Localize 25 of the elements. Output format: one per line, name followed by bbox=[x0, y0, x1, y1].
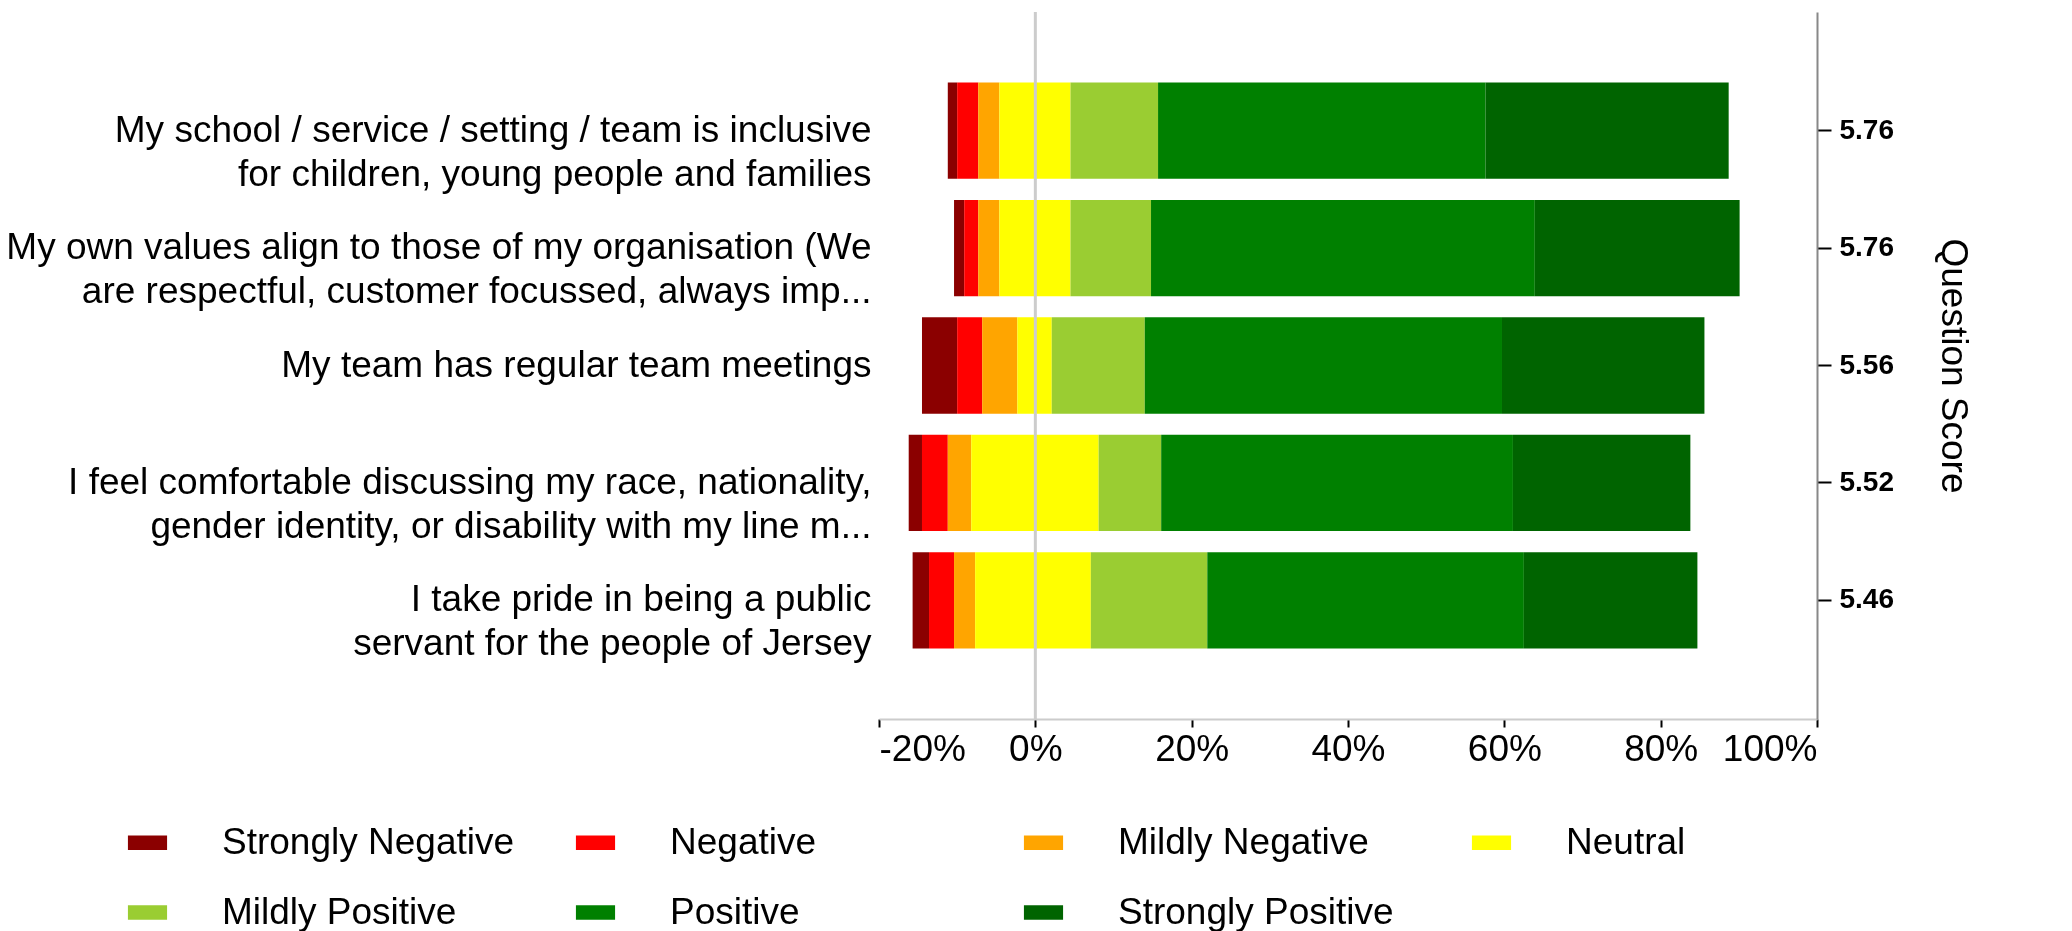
x-tick-label: 40% bbox=[1311, 727, 1386, 769]
x-tick-label: 100% bbox=[1722, 727, 1818, 769]
legend-label: Positive bbox=[670, 890, 800, 931]
legend-label: Mildly Negative bbox=[1118, 820, 1369, 862]
y-tick-label: My team has regular team meetings bbox=[281, 343, 872, 385]
x-tick-label: 80% bbox=[1624, 727, 1699, 769]
y2-axis-title: Question Score bbox=[1934, 238, 1975, 494]
legend-label: Negative bbox=[670, 820, 817, 862]
x-tick-label: 60% bbox=[1467, 727, 1542, 769]
x-tick-label: 20% bbox=[1155, 727, 1230, 769]
y2-tick-label: 5.76 bbox=[1839, 231, 1894, 263]
legend-label: Neutral bbox=[1566, 820, 1686, 862]
y2-tick-label: 5.46 bbox=[1839, 583, 1894, 615]
y-tick-label: My school / service / setting / team is inclusive for children, young people and families bbox=[114, 108, 872, 194]
y-tick-label: I feel comfortable discussing my race, nationality, gender identity, or disability with my line m... bbox=[68, 460, 872, 546]
legend-label: Strongly Positive bbox=[1118, 890, 1394, 931]
x-tick-label: 0% bbox=[1009, 727, 1063, 769]
y-tick-label: My own values align to those of my organisation (We are respectful, customer focussed, always imp... bbox=[6, 226, 872, 312]
y2-tick-label: 5.52 bbox=[1839, 465, 1894, 497]
y-tick-label: I take pride in being a public servant for the people of Jersey bbox=[353, 578, 872, 664]
y2-tick-label: 5.76 bbox=[1839, 113, 1894, 145]
y2-tick-label: 5.56 bbox=[1839, 348, 1894, 380]
x-tick-label: -20% bbox=[879, 727, 966, 769]
legend-label: Strongly Negative bbox=[222, 820, 515, 862]
legend-label: Mildly Positive bbox=[222, 890, 457, 931]
